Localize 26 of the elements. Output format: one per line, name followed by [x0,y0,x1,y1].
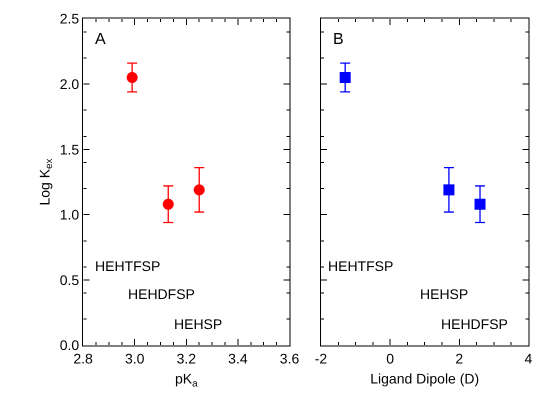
x-tick-label: 3.2 [176,350,196,366]
x-axis-title: Ligand Dipole (D) [370,370,480,387]
annotation: A [95,31,106,48]
x-tick-label: -2 [314,350,328,366]
x-tick-label: 3.0 [124,350,145,366]
y-tick-label: 2.0 [60,76,80,92]
y-tick-label: 1.0 [60,206,80,223]
x-tick-label: 0 [386,350,394,366]
x-tick-label: 4 [524,350,533,366]
point [194,184,205,196]
annotation: B [333,31,344,48]
annotation: HEHDFSP [128,286,195,302]
annotation: HEHDFSP [441,316,508,332]
y-tick-label: 1.5 [60,141,80,158]
y-tick-label: 2.5 [60,10,80,27]
x-tick-label: 2 [455,350,464,366]
annotation: HEHSP [420,286,468,302]
point [126,72,138,84]
x-tick-label: 3.4 [228,350,248,366]
annotation: HEHTFSP [328,258,394,274]
point [162,198,174,210]
y-tick-label: 0.5 [60,272,80,288]
x-axis-title: pK$_{a}$ [175,370,198,390]
annotation: HEHSP [174,316,222,332]
annotation: HEHTFSP [95,258,160,274]
x-tick-label: 3.6 [280,350,300,366]
